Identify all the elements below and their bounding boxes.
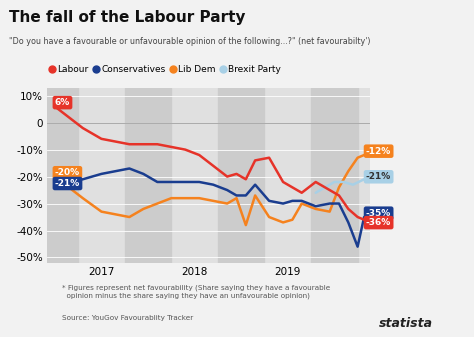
Text: statista: statista bbox=[379, 317, 433, 330]
Text: -21%: -21% bbox=[366, 172, 391, 181]
Legend: Labour, Conservatives, Lib Dem, Brexit Party: Labour, Conservatives, Lib Dem, Brexit P… bbox=[46, 62, 284, 78]
Text: -20%: -20% bbox=[55, 168, 80, 177]
Bar bbox=[311, 88, 357, 263]
Bar bbox=[125, 88, 171, 263]
Text: -36%: -36% bbox=[366, 218, 391, 227]
Text: -35%: -35% bbox=[366, 209, 391, 218]
Text: * Figures represent net favourability (Share saying they have a favourable
  opi: * Figures represent net favourability (S… bbox=[62, 285, 330, 299]
Text: 6%: 6% bbox=[55, 98, 70, 107]
Bar bbox=[218, 88, 264, 263]
Text: "Do you have a favourable or unfavourable opinion of the following...?" (net fav: "Do you have a favourable or unfavourabl… bbox=[9, 37, 371, 46]
Text: The fall of the Labour Party: The fall of the Labour Party bbox=[9, 10, 246, 25]
Text: -12%: -12% bbox=[366, 147, 391, 156]
Text: -21%: -21% bbox=[55, 179, 80, 188]
Bar bbox=[47, 88, 78, 263]
Text: Source: YouGov Favourablity Tracker: Source: YouGov Favourablity Tracker bbox=[62, 315, 193, 321]
